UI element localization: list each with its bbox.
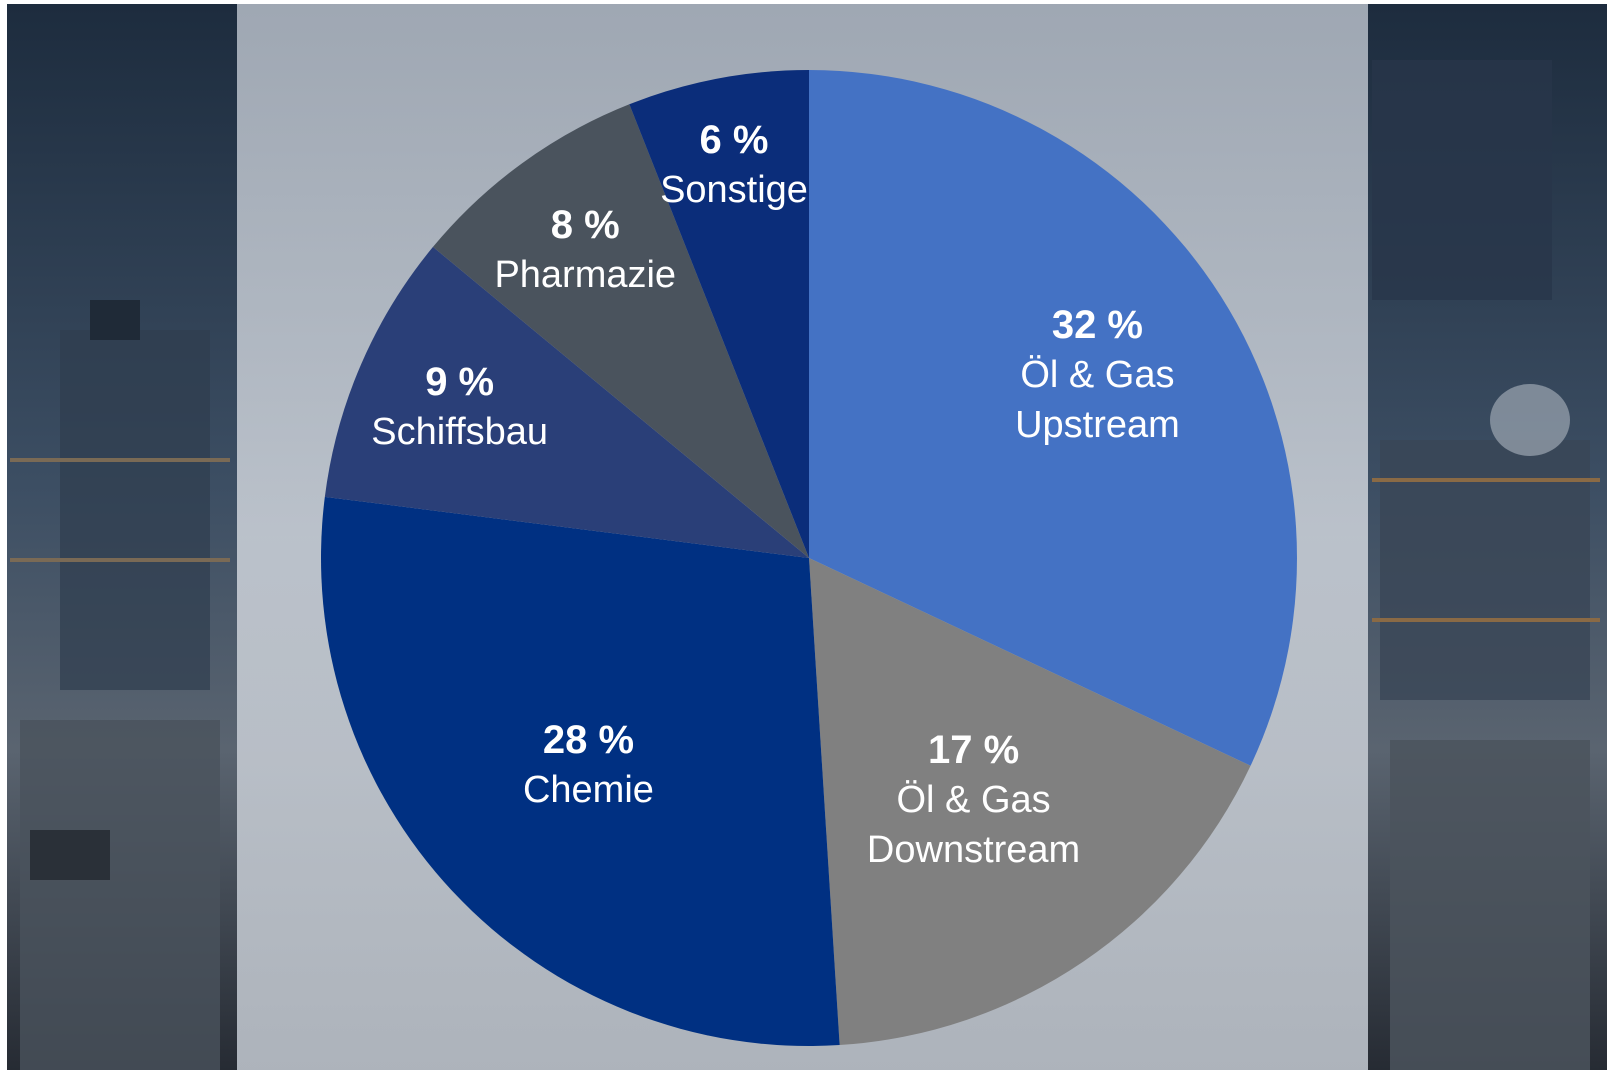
slice-name-label: Öl & Gas (1020, 354, 1174, 396)
slice-label-2: 17 % Öl & Gas Downstream (867, 728, 1080, 871)
slice-name-label: Pharmazie (494, 254, 676, 296)
right-side-structures (1372, 60, 1600, 1070)
slice-name-label: Upstream (1015, 404, 1180, 446)
pie-slice-2 (809, 558, 1251, 1046)
left-side-structures (10, 300, 230, 1070)
pie-slice-6 (629, 70, 809, 558)
slice-name-label: Downstream (867, 829, 1080, 871)
slice-label-4: 9 % Schiffsbau (371, 360, 548, 453)
slice-percent-label: 6 % (700, 118, 769, 162)
pie-labels: 32 % Öl & Gas Upstream 17 % Öl & Gas Downstre… (371, 118, 1179, 871)
slice-percent-label: 28 % (543, 718, 634, 762)
pie-slice-1 (809, 70, 1297, 766)
pie-slice-4 (324, 246, 809, 559)
pie-slice-3 (321, 496, 840, 1046)
slice-percent-label: 8 % (551, 203, 620, 247)
pie-slices (321, 70, 1297, 1046)
slice-label-3: 28 % Chemie (523, 718, 654, 811)
slice-label-6: 6 % Sonstige (660, 118, 808, 211)
slice-percent-label: 17 % (928, 728, 1019, 772)
slice-name-label: Schiffsbau (371, 411, 548, 453)
slice-percent-label: 9 % (425, 360, 494, 404)
slice-name-label: Chemie (523, 769, 654, 811)
slice-label-5: 8 % Pharmazie (494, 203, 676, 296)
slice-label-1: 32 % Öl & Gas Upstream (1015, 303, 1180, 446)
slice-name-label: Öl & Gas (896, 779, 1050, 821)
slice-percent-label: 32 % (1052, 303, 1143, 347)
pie-slice-5 (432, 104, 809, 558)
slice-name-label: Sonstige (660, 169, 808, 211)
